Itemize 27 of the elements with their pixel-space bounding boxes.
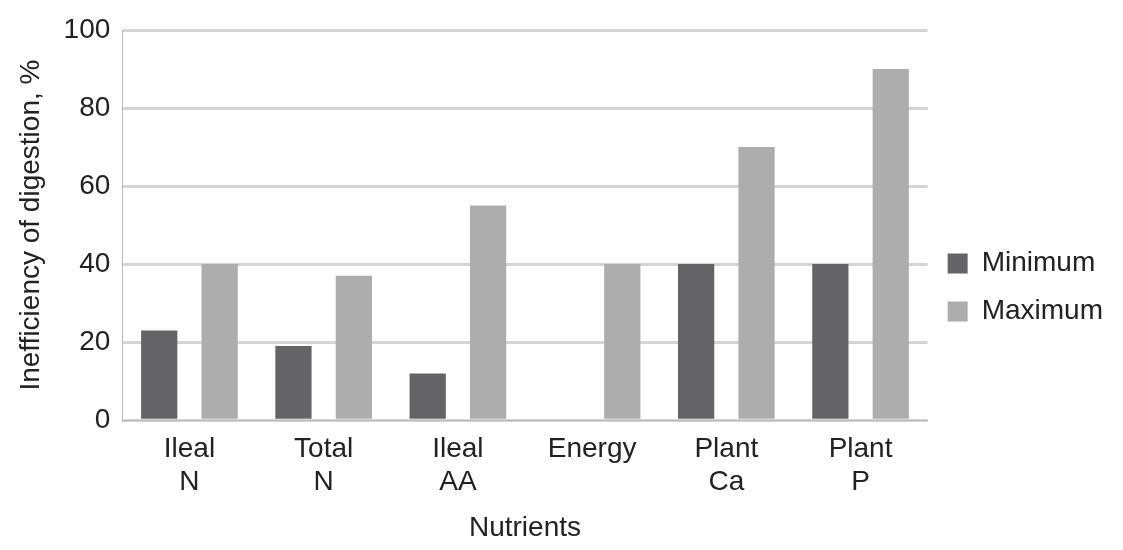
bar bbox=[275, 346, 312, 419]
bar bbox=[678, 264, 715, 419]
bar bbox=[738, 147, 775, 419]
legend-label: Maximum bbox=[981, 294, 1104, 326]
bar bbox=[201, 264, 238, 419]
x-tick-label: Plant P bbox=[828, 431, 893, 497]
legend-label: Minimum bbox=[981, 246, 1096, 278]
bar bbox=[469, 205, 507, 419]
bar bbox=[409, 373, 446, 419]
bar bbox=[812, 264, 849, 419]
bar bbox=[335, 275, 372, 419]
bar bbox=[604, 264, 641, 419]
y-tick-label: 0 bbox=[94, 402, 111, 434]
bar bbox=[141, 330, 178, 419]
y-tick-label: 100 bbox=[63, 12, 111, 44]
x-tick-label: Energy bbox=[547, 431, 637, 463]
x-tick-label: Ileal N bbox=[163, 431, 216, 497]
y-tick-label: 60 bbox=[79, 168, 111, 200]
x-tick-label: Ileal AA bbox=[432, 431, 484, 497]
y-tick-label: 20 bbox=[79, 324, 111, 356]
x-tick-label: Total N bbox=[294, 431, 354, 497]
x-tick-label: Plant Ca bbox=[694, 431, 759, 497]
bar bbox=[872, 69, 909, 419]
y-axis-title: Inefficiency of digestion, % bbox=[13, 59, 45, 391]
y-tick-label: 80 bbox=[79, 90, 111, 122]
x-axis-title: Nutrients bbox=[468, 510, 582, 542]
y-tick-label: 40 bbox=[79, 246, 111, 278]
